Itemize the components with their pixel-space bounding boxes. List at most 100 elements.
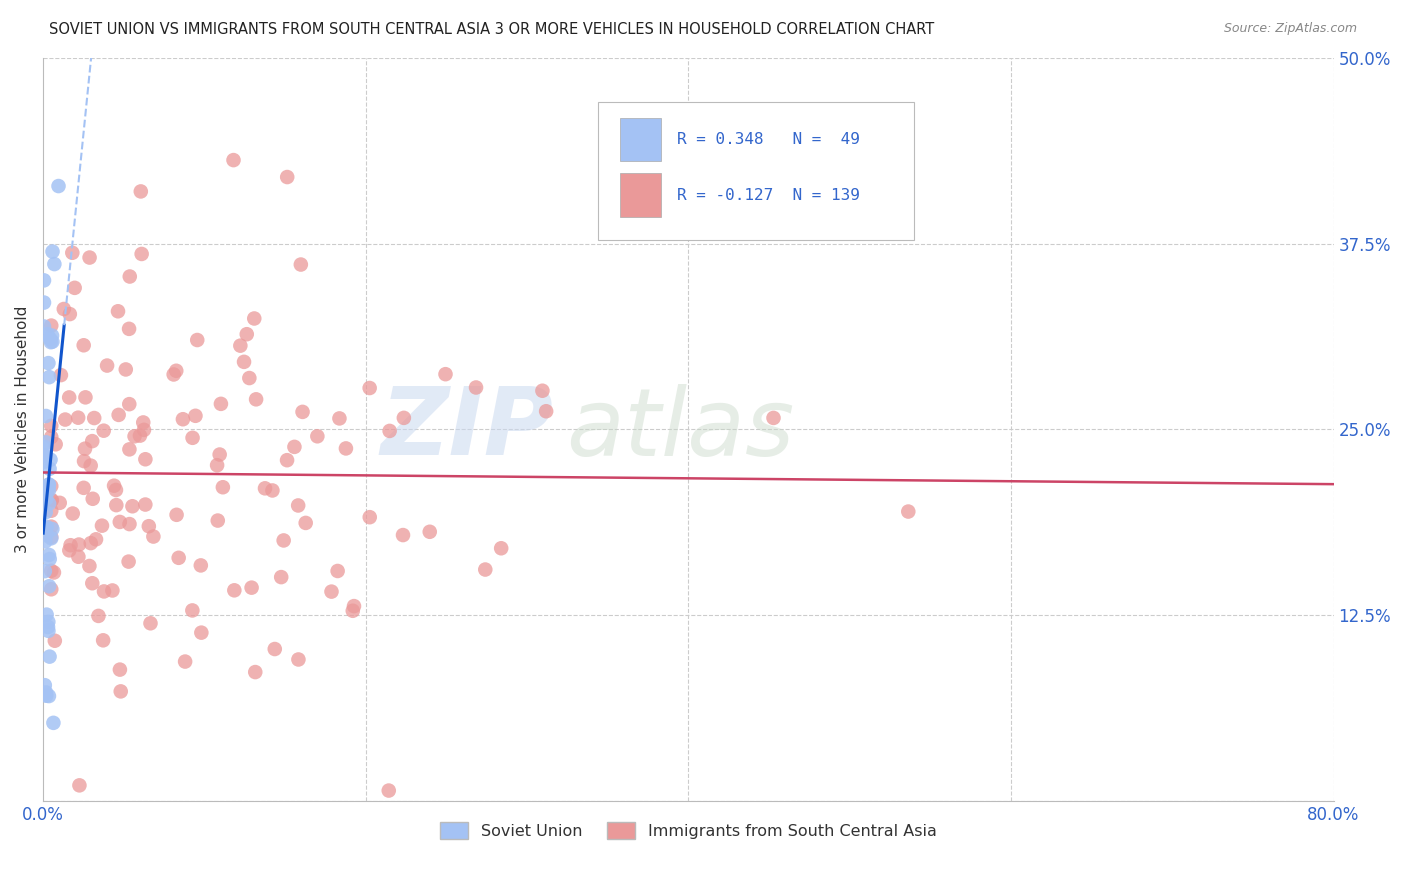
Point [131, 247, 153, 261]
Point [165, 364, 187, 378]
Y-axis label: 3 or more Vehicles in Household: 3 or more Vehicles in Household [15, 306, 30, 553]
Point [39, 452, 62, 467]
Point [34, 521, 56, 535]
Point [245, 392, 267, 407]
Point [321, 584, 343, 599]
Point [84, 533, 107, 547]
FancyBboxPatch shape [620, 173, 661, 217]
Point [186, 333, 208, 347]
Point [41, 522, 63, 536]
Point [37, 327, 59, 342]
Point [39, 430, 62, 444]
Point [224, 583, 246, 598]
Point [283, 440, 305, 454]
Point [243, 311, 266, 326]
Point [35, 607, 58, 622]
Point [474, 562, 496, 576]
Point [134, 498, 156, 512]
Point [172, 412, 194, 426]
Point [60, 245, 83, 260]
Point [489, 541, 512, 556]
Point [37, 356, 59, 370]
Point [34, 440, 56, 454]
Point [166, 508, 188, 522]
Point [121, 500, 143, 514]
Point [190, 625, 212, 640]
Point [287, 499, 309, 513]
Point [45, 437, 67, 451]
Point [34, 678, 56, 692]
Point [273, 533, 295, 548]
Point [62, 507, 84, 521]
Point [52, 301, 75, 316]
Point [270, 570, 292, 584]
Point [35, 491, 58, 506]
Point [39, 479, 62, 493]
Point [222, 153, 245, 167]
Point [49, 368, 72, 383]
Point [35, 685, 58, 699]
Text: R = -0.127  N = 139: R = -0.127 N = 139 [676, 187, 859, 202]
Text: atlas: atlas [565, 384, 794, 475]
Point [87, 608, 110, 623]
Point [58, 543, 80, 558]
Point [80, 536, 103, 550]
Point [41, 244, 63, 259]
Point [59, 538, 82, 552]
Point [32, 319, 55, 334]
Point [108, 663, 131, 677]
Point [262, 483, 284, 498]
Point [419, 524, 441, 539]
Point [82, 576, 104, 591]
Point [39, 531, 62, 545]
Point [39, 530, 62, 544]
Point [91, 633, 114, 648]
Point [38, 552, 60, 566]
Point [104, 483, 127, 497]
Point [38, 497, 60, 511]
Point [80, 458, 103, 473]
Point [335, 442, 357, 456]
Point [93, 584, 115, 599]
Point [38, 649, 60, 664]
Point [38, 483, 60, 498]
Point [38, 478, 60, 492]
Point [378, 424, 401, 438]
Point [392, 528, 415, 542]
Point [48, 179, 70, 194]
Point [39, 519, 62, 533]
Point [263, 642, 285, 657]
Point [59, 307, 82, 321]
Point [82, 491, 104, 506]
Point [41, 493, 63, 508]
Point [190, 558, 212, 573]
Point [129, 428, 152, 442]
Point [132, 423, 155, 437]
Point [63, 281, 86, 295]
Point [181, 603, 204, 617]
Point [34, 484, 56, 499]
Point [42, 715, 65, 730]
Point [110, 684, 132, 698]
Point [44, 633, 66, 648]
Point [44, 257, 66, 271]
Point [67, 537, 90, 551]
Point [377, 783, 399, 797]
Point [236, 327, 259, 342]
Point [142, 530, 165, 544]
Point [37, 615, 59, 629]
Point [58, 391, 80, 405]
Point [67, 549, 90, 564]
Point [34, 455, 56, 469]
Point [132, 416, 155, 430]
Point [294, 516, 316, 530]
Point [139, 616, 162, 631]
Point [38, 548, 60, 562]
Point [34, 534, 56, 549]
Point [34, 449, 56, 463]
Point [35, 520, 58, 534]
Point [465, 380, 488, 394]
Point [287, 652, 309, 666]
Point [38, 332, 60, 346]
FancyBboxPatch shape [598, 103, 914, 240]
